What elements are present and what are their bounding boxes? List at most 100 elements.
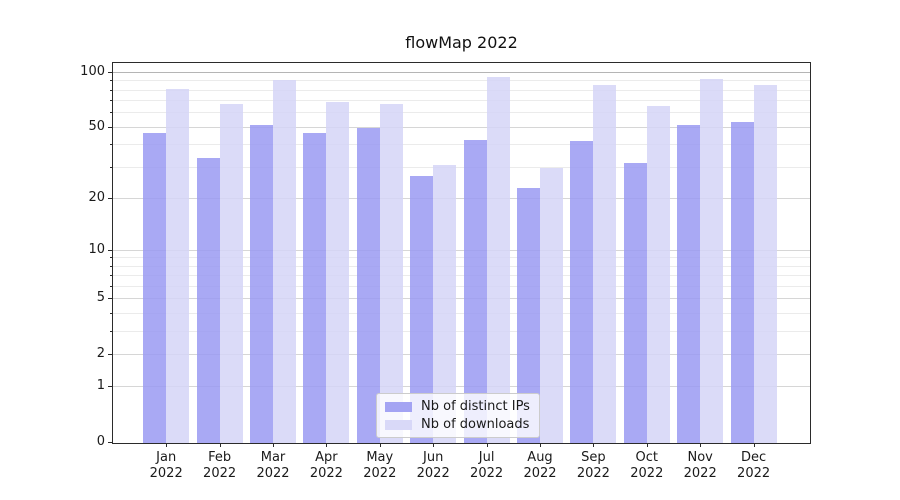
x-tick-label: Apr 2022 [309, 450, 343, 481]
y-tick-label: 0 [96, 434, 105, 449]
legend-swatch-downloads-icon [385, 419, 412, 430]
bar-downloads [273, 79, 296, 443]
y-tick-label: 20 [88, 189, 105, 205]
major-gridline [113, 197, 810, 199]
bar-distinct-ips [730, 121, 754, 443]
x-tick-label: May 2022 [363, 450, 397, 481]
legend-item-downloads: Nb of downloads [385, 417, 530, 432]
x-tick-label: Jul 2022 [470, 450, 504, 481]
y-tick-label: 100 [80, 64, 105, 79]
plot-area: Nb of distinct IPs Nb of downloads [112, 62, 811, 444]
x-tick [646, 443, 648, 447]
minor-gridline [113, 285, 810, 287]
x-tick [486, 443, 488, 447]
x-tick [273, 443, 274, 447]
minor-gridline [113, 112, 810, 114]
x-tick-label: Jun 2022 [416, 450, 450, 481]
x-tick [166, 443, 168, 447]
bar-distinct-ips [570, 141, 594, 443]
major-gridline [113, 298, 810, 300]
bar-downloads [540, 167, 563, 443]
legend-item-distinct-ips: Nb of distinct IPs [385, 399, 530, 414]
x-tick-label: Jan 2022 [149, 450, 183, 481]
minor-gridline [113, 312, 810, 314]
x-tick [326, 443, 328, 447]
y-major-tick [108, 197, 112, 199]
x-tick-label: Aug 2022 [523, 450, 557, 481]
y-minor-tick [110, 330, 112, 332]
x-tick [700, 443, 702, 447]
y-minor-tick [110, 80, 112, 82]
legend-swatch-distinct-ips-icon [385, 401, 412, 412]
x-tick [593, 443, 595, 447]
y-tick-label: 5 [96, 290, 105, 306]
y-major-tick [108, 442, 112, 443]
bar-downloads [700, 78, 724, 443]
major-gridline [113, 126, 810, 128]
bar-downloads [379, 103, 403, 443]
y-tick-label: 50 [88, 118, 105, 134]
bar-distinct-ips [463, 139, 487, 443]
y-tick-label: 10 [88, 241, 105, 257]
y-minor-tick [110, 144, 112, 146]
x-tick [379, 443, 381, 447]
y-minor-tick [110, 265, 112, 267]
x-tick-label: Dec 2022 [737, 450, 771, 481]
y-minor-tick [110, 275, 112, 277]
x-tick [433, 443, 435, 447]
x-tick [753, 443, 755, 447]
bar-downloads [166, 88, 190, 443]
bar-distinct-ips [410, 175, 434, 443]
y-tick-label: 1 [96, 378, 105, 394]
bar-distinct-ips [143, 132, 167, 443]
bar-distinct-ips [623, 162, 647, 443]
legend: Nb of distinct IPs Nb of downloads [376, 393, 540, 438]
bar-distinct-ips [196, 157, 220, 443]
legend-label-downloads: Nb of downloads [421, 417, 530, 432]
major-gridline [113, 72, 810, 73]
bar-downloads [326, 102, 350, 443]
y-minor-tick [110, 100, 112, 102]
y-major-tick [108, 72, 112, 73]
x-tick-label: Oct 2022 [630, 450, 664, 481]
bar-distinct-ips [250, 124, 273, 443]
minor-gridline [113, 80, 810, 82]
bar-distinct-ips [517, 188, 540, 443]
y-major-tick [108, 353, 112, 355]
x-tick-label: Feb 2022 [203, 450, 237, 481]
minor-gridline [113, 100, 810, 102]
y-minor-tick [110, 285, 112, 287]
chart-title: flowMap 2022 [405, 33, 518, 52]
legend-label-distinct-ips: Nb of distinct IPs [421, 399, 530, 414]
y-tick-label: 2 [96, 345, 105, 361]
y-major-tick [108, 298, 112, 300]
bar-downloads [486, 77, 510, 443]
y-minor-tick [110, 257, 112, 259]
bar-distinct-ips [677, 124, 701, 443]
bar-downloads [219, 103, 243, 443]
y-minor-tick [110, 112, 112, 114]
major-gridline [113, 353, 810, 355]
x-tick [540, 443, 541, 447]
minor-gridline [113, 144, 810, 146]
minor-gridline [113, 265, 810, 267]
y-major-tick [108, 249, 112, 251]
minor-gridline [113, 257, 810, 259]
bar-downloads [433, 165, 457, 443]
bar-distinct-ips [356, 127, 380, 443]
x-tick-label: Nov 2022 [683, 450, 717, 481]
bar-downloads [593, 84, 617, 443]
y-major-tick [108, 126, 112, 128]
x-tick-label: Sep 2022 [576, 450, 610, 481]
minor-gridline [113, 275, 810, 277]
major-gridline [113, 386, 810, 388]
y-minor-tick [110, 312, 112, 314]
minor-gridline [113, 166, 810, 168]
bar-downloads [753, 84, 777, 443]
y-minor-tick [110, 89, 112, 91]
minor-gridline [113, 89, 810, 91]
bar-downloads [646, 105, 670, 443]
y-major-tick [108, 386, 112, 388]
minor-gridline [113, 330, 810, 332]
y-minor-tick [110, 166, 112, 168]
